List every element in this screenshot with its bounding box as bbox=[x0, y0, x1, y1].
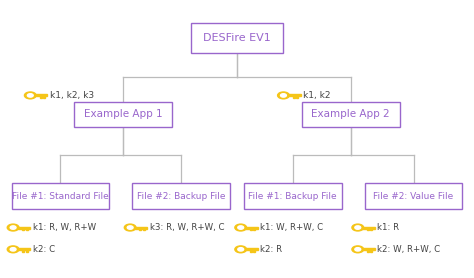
Text: k1: R: k1: R bbox=[377, 223, 400, 232]
Text: File #1: Backup File: File #1: Backup File bbox=[248, 192, 337, 201]
Circle shape bbox=[7, 224, 19, 231]
Bar bbox=[35, 95, 47, 96]
FancyBboxPatch shape bbox=[132, 183, 230, 209]
FancyBboxPatch shape bbox=[302, 101, 400, 127]
Circle shape bbox=[278, 92, 289, 99]
Bar bbox=[253, 250, 255, 252]
Circle shape bbox=[238, 248, 244, 251]
Circle shape bbox=[25, 92, 36, 99]
Bar bbox=[39, 96, 42, 98]
FancyBboxPatch shape bbox=[365, 183, 462, 209]
Circle shape bbox=[352, 224, 364, 231]
Circle shape bbox=[127, 226, 133, 229]
Text: File #2: Value File: File #2: Value File bbox=[374, 192, 454, 201]
Circle shape bbox=[238, 226, 244, 229]
Bar bbox=[246, 227, 258, 229]
Text: k2: W, R+W, C: k2: W, R+W, C bbox=[377, 245, 440, 254]
Bar bbox=[22, 250, 24, 252]
Bar bbox=[26, 250, 28, 252]
Bar bbox=[135, 227, 147, 229]
Text: k1: W, R+W, C: k1: W, R+W, C bbox=[260, 223, 323, 232]
Circle shape bbox=[27, 94, 33, 97]
Circle shape bbox=[355, 226, 361, 229]
FancyBboxPatch shape bbox=[191, 23, 283, 53]
Bar bbox=[139, 229, 141, 230]
FancyBboxPatch shape bbox=[244, 183, 341, 209]
Text: k3: R, W, R+W, C: k3: R, W, R+W, C bbox=[150, 223, 224, 232]
Text: k1, k2, k3: k1, k2, k3 bbox=[50, 91, 94, 100]
Text: DESFire EV1: DESFire EV1 bbox=[203, 33, 271, 43]
Bar bbox=[26, 229, 28, 230]
Bar bbox=[253, 229, 255, 230]
Circle shape bbox=[10, 248, 16, 251]
FancyBboxPatch shape bbox=[12, 183, 109, 209]
Bar bbox=[43, 96, 45, 98]
Circle shape bbox=[124, 224, 136, 231]
Bar bbox=[367, 250, 369, 252]
Text: k1: R, W, R+W: k1: R, W, R+W bbox=[33, 223, 96, 232]
Circle shape bbox=[7, 246, 19, 253]
Bar bbox=[363, 248, 375, 250]
Bar bbox=[250, 250, 252, 252]
Circle shape bbox=[352, 246, 364, 253]
FancyBboxPatch shape bbox=[74, 101, 172, 127]
Bar bbox=[18, 227, 30, 229]
Bar bbox=[292, 96, 295, 98]
Bar bbox=[296, 96, 298, 98]
Circle shape bbox=[281, 94, 286, 97]
Bar bbox=[22, 229, 24, 230]
Bar bbox=[250, 229, 252, 230]
Text: k2: R: k2: R bbox=[260, 245, 283, 254]
Bar bbox=[18, 248, 30, 250]
Bar bbox=[288, 95, 301, 96]
Text: Example App 1: Example App 1 bbox=[84, 110, 163, 120]
Text: Example App 2: Example App 2 bbox=[311, 110, 390, 120]
Circle shape bbox=[355, 248, 361, 251]
Bar bbox=[246, 248, 258, 250]
Bar bbox=[370, 250, 373, 252]
Bar bbox=[363, 227, 375, 229]
Circle shape bbox=[235, 224, 246, 231]
Text: k2: C: k2: C bbox=[33, 245, 55, 254]
Bar bbox=[370, 229, 373, 230]
Bar bbox=[367, 229, 369, 230]
Text: File #2: Backup File: File #2: Backup File bbox=[137, 192, 226, 201]
Circle shape bbox=[235, 246, 246, 253]
Text: k1, k2: k1, k2 bbox=[303, 91, 330, 100]
Text: File #1: Standard File: File #1: Standard File bbox=[12, 192, 109, 201]
Bar bbox=[143, 229, 145, 230]
Circle shape bbox=[10, 226, 16, 229]
